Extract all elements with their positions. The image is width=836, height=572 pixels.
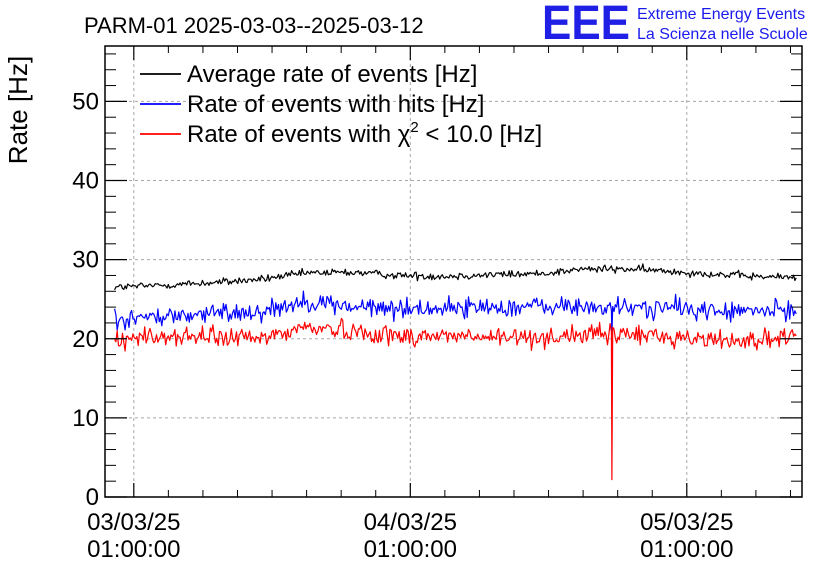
series-lines <box>114 263 797 481</box>
chart-title: PARM-01 2025-03-03--2025-03-12 <box>84 13 424 38</box>
eee-logo: EEE <box>542 0 630 50</box>
y-tick-label: 10 <box>72 405 99 432</box>
x-tick-time: 01:00:00 <box>640 536 733 563</box>
y-tick-labels: 0 10 20 30 40 50 <box>72 88 99 511</box>
y-tick-label: 40 <box>72 168 99 195</box>
x-tick-date: 03/03/25 <box>87 509 180 536</box>
legend: Average rate of events [Hz] Rate of event… <box>140 61 542 148</box>
y-tick-label: 0 <box>86 484 99 511</box>
axis-ticks <box>105 46 802 498</box>
y-tick-label: 30 <box>72 247 99 274</box>
y-tick-label: 50 <box>72 88 99 115</box>
x-tick-labels: 03/03/2501:00:0004/03/2501:00:0005/03/25… <box>87 509 733 563</box>
grid <box>105 46 802 497</box>
series-line-3 <box>114 317 797 481</box>
legend-label-1: Average rate of events [Hz] <box>187 61 477 88</box>
x-tick-date: 04/03/25 <box>364 509 457 536</box>
x-tick-date: 05/03/25 <box>640 509 733 536</box>
legend-label-3: Rate of events with χ2 < 10.0 [Hz] <box>187 119 542 148</box>
x-tick-time: 01:00:00 <box>87 536 180 563</box>
y-axis-title: Rate [Hz] <box>3 56 33 164</box>
logo-line-2: La Scienza nelle Scuole <box>637 26 808 43</box>
y-tick-label: 20 <box>72 326 99 353</box>
series-line-2 <box>114 290 797 336</box>
legend-label-2: Rate of events with hits [Hz] <box>187 91 484 118</box>
logo-line-1: Extreme Energy Events <box>637 6 805 23</box>
plot-frame <box>104 45 803 498</box>
x-tick-time: 01:00:00 <box>364 536 457 563</box>
series-line-1 <box>114 263 797 291</box>
